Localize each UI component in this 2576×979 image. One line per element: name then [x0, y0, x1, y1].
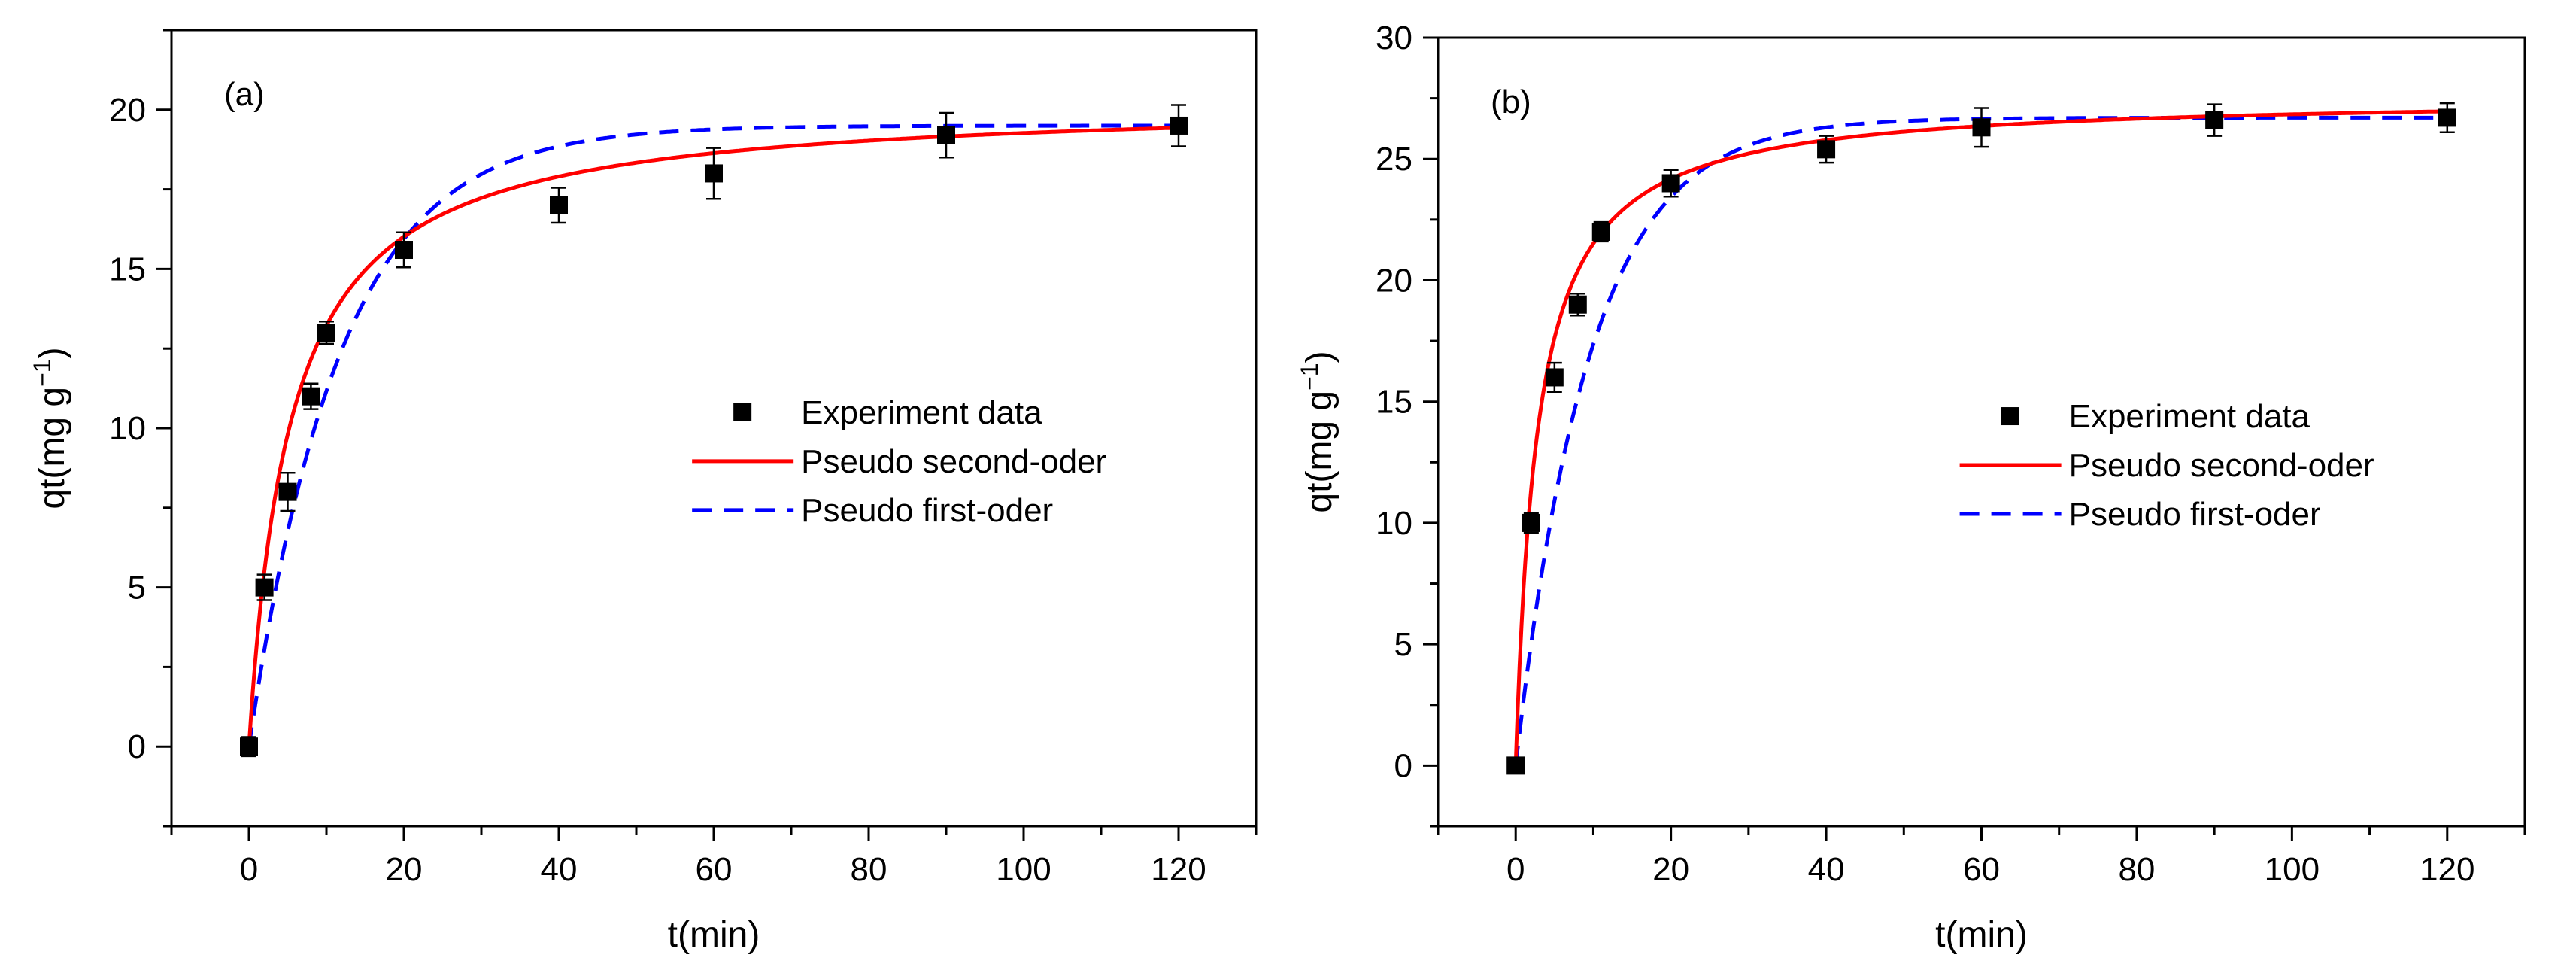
chart-a-ytick-label: 10 — [109, 410, 146, 447]
chart-a-xtick-label: 60 — [696, 851, 733, 888]
chart-a-pfo-curve — [247, 123, 1179, 747]
chart-a-data-point — [278, 482, 297, 501]
chart-a-xtick-label: 80 — [851, 851, 887, 888]
chart-a-y-axis-title: qt(mg g−1) — [29, 347, 72, 509]
chart-b-panel-label: (b) — [1491, 84, 1531, 120]
chart-b-data-point — [1568, 295, 1587, 314]
chart-b-data-point — [1506, 756, 1525, 775]
chart-a-data-point — [240, 737, 258, 756]
chart-a-xtick-label: 40 — [541, 851, 578, 888]
chart-b-x-axis-title: t(min) — [1935, 915, 2028, 955]
chart-a-x-axis-title: t(min) — [668, 915, 760, 955]
chart-a-data-point — [550, 196, 568, 214]
panel-b-chart: 0 20 40 60 80 100 120 0 5 10 15 20 25 30 t(min) qt(mg g… — [1296, 20, 2526, 955]
chart-a-xtick-label: 120 — [1151, 851, 1206, 888]
chart-b-data-point — [2205, 111, 2224, 129]
chart-b-ytick-label: 15 — [1376, 384, 1412, 421]
chart-a-ytick-label: 20 — [109, 92, 146, 129]
chart-b-data-point — [2438, 108, 2456, 127]
chart-b-ytick-label: 5 — [1394, 626, 1412, 663]
chart-b-data-point — [1591, 222, 1610, 241]
chart-a-ytick-label: 0 — [128, 728, 146, 765]
chart-b-xtick-label: 80 — [2118, 851, 2155, 888]
chart-a-panel-label: (a) — [224, 76, 265, 113]
chart-b-legend-marker — [2001, 407, 2019, 426]
chart-a-ytick-label: 15 — [109, 251, 146, 287]
chart-a-data-point — [317, 324, 335, 342]
chart-a-legend-label: Pseudo first-oder — [801, 492, 1053, 529]
chart-b-ytick-label: 20 — [1376, 262, 1412, 299]
chart-a-data-point — [255, 578, 274, 597]
chart-a-pso-curve — [247, 126, 1179, 747]
chart-a-legend-marker — [733, 403, 752, 421]
chart-a-data-point — [937, 126, 955, 144]
chart-b-data-point — [1972, 118, 1991, 137]
chart-a-ytick-label: 5 — [128, 570, 146, 607]
chart-b-xtick-label: 60 — [1963, 851, 2000, 888]
chart-b-plot-frame — [1437, 36, 2526, 828]
chart-b-ytick-label: 30 — [1376, 20, 1412, 56]
chart-a-xtick-label: 0 — [240, 851, 258, 888]
chart-a-xtick-label: 20 — [386, 851, 423, 888]
chart-b-ytick-label: 0 — [1394, 747, 1412, 784]
chart-b-xtick-label: 40 — [1808, 851, 1845, 888]
chart-a-xtick-label: 100 — [996, 851, 1051, 888]
panel-a-chart: 0 20 40 60 80 100 120 0 5 10 15 20 t(min) qt(mg g−1) (… — [29, 29, 1258, 955]
chart-b-data-point — [1661, 174, 1680, 193]
chart-b-legend-label: Experiment data — [2069, 398, 2311, 435]
chart-a-data-point — [302, 387, 320, 406]
chart-b-xtick-label: 100 — [2265, 851, 2320, 888]
chart-b-data-point — [1545, 368, 1564, 387]
chart-b-data-point — [1817, 140, 1836, 159]
chart-b-legend-label: Pseudo second-oder — [2069, 447, 2374, 484]
chart-b-xtick-label: 20 — [1652, 851, 1689, 888]
chart-b-legend-label: Pseudo first-oder — [2069, 496, 2321, 533]
chart-a-legend-label: Pseudo second-oder — [801, 443, 1106, 480]
chart-b-xtick-label: 120 — [2420, 851, 2474, 888]
chart-b-y-axis-title: qt(mg g−1) — [1296, 351, 1340, 512]
chart-b-data-point — [1522, 513, 1540, 532]
chart-a-data-point — [705, 164, 723, 183]
chart-b-ytick-label: 10 — [1376, 505, 1412, 542]
chart-b-ytick-label: 25 — [1376, 141, 1412, 178]
chart-b-pso-curve — [1513, 109, 2447, 766]
chart-a-data-point — [395, 241, 413, 260]
chart-b-pfo-curve — [1513, 115, 2447, 766]
chart-a-data-point — [1170, 116, 1188, 135]
chart-a-legend-label: Experiment data — [801, 394, 1042, 431]
chart-b-xtick-label: 0 — [1506, 851, 1525, 888]
